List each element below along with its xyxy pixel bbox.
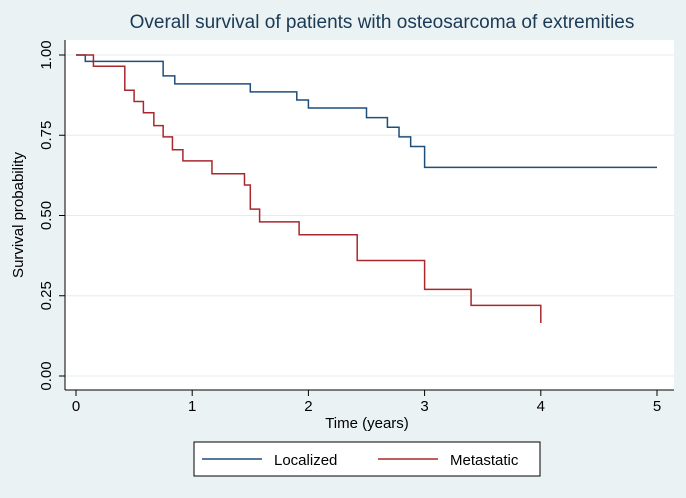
x-axis-title: Time (years): [325, 415, 409, 432]
x-tick-label: 3: [420, 398, 428, 415]
series-group: [76, 54, 657, 324]
legend: Localized Metastatic: [193, 441, 541, 477]
y-tick-label: 0.25: [38, 281, 55, 310]
chart-title: Overall survival of patients with osteos…: [130, 12, 635, 33]
x-tick-label: 5: [653, 398, 661, 415]
x-tick-label: 2: [304, 398, 312, 415]
y-tick-label: 1.00: [38, 40, 55, 69]
x-tick-label: 1: [188, 398, 196, 415]
gridlines: [65, 54, 674, 377]
series-line-localized: [76, 54, 657, 169]
legend-label-metastatic: Metastatic: [450, 452, 519, 469]
x-tick-label: 4: [537, 398, 545, 415]
axes: 0.00 0.25 0.50 0.75 1.00 0 1 2 3 4 5: [38, 40, 674, 415]
y-axis-title: Survival probability: [10, 152, 27, 278]
series-line-metastatic: [76, 54, 542, 324]
y-tick-label: 0.75: [38, 121, 55, 150]
x-tick-label: 0: [72, 398, 80, 415]
legend-label-localized: Localized: [274, 452, 337, 469]
y-tick-label: 0.50: [38, 201, 55, 230]
y-tick-label: 0.00: [38, 361, 55, 390]
